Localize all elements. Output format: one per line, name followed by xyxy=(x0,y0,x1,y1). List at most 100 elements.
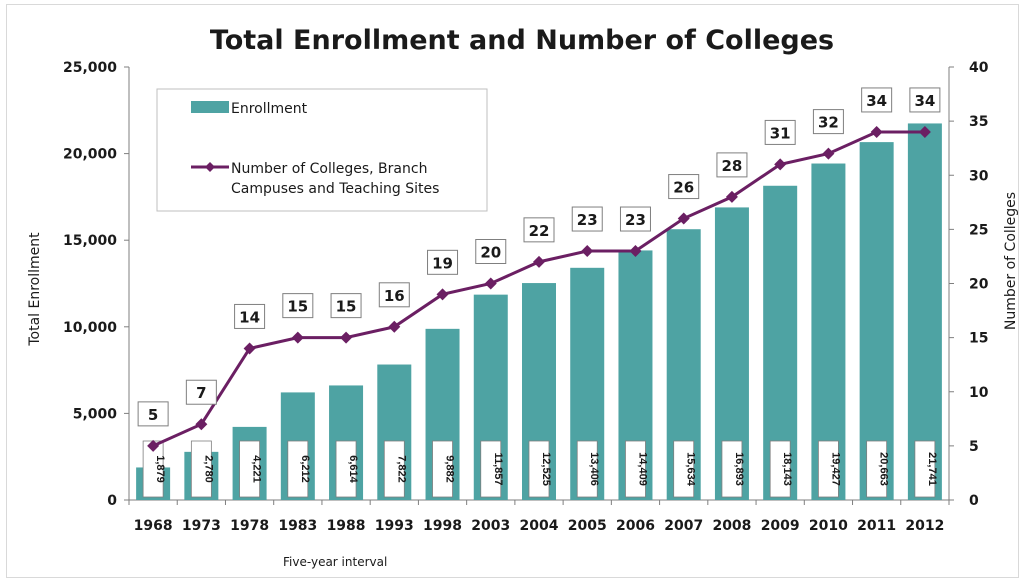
bar-value-label-box xyxy=(818,440,839,498)
bar-value-label-box xyxy=(239,440,260,498)
point-colleges xyxy=(340,331,353,344)
x-tick-label: 2007 xyxy=(664,518,703,534)
bar-value-label-box xyxy=(721,440,743,498)
point-label-box xyxy=(378,282,410,308)
bar-value-label: 13,406 xyxy=(588,452,600,486)
point-label: 19 xyxy=(432,254,453,272)
x-tick-label: 1983 xyxy=(278,518,317,534)
y-tick-label: 5,000 xyxy=(73,406,118,422)
y-axis-title: Total Enrollment xyxy=(27,232,43,347)
x-tick-label: 1973 xyxy=(182,518,221,534)
bar-value-label-box xyxy=(914,440,936,498)
point-colleges xyxy=(581,245,594,258)
point-colleges xyxy=(533,255,545,268)
point-label: 34 xyxy=(914,92,935,110)
point-colleges xyxy=(822,147,835,160)
bar-value-label: 18,143 xyxy=(781,452,793,486)
x-tick-label: 2005 xyxy=(568,518,607,534)
point-colleges xyxy=(388,320,401,333)
point-label-box xyxy=(571,206,603,232)
bar-value-label: 19,427 xyxy=(829,452,841,486)
chart: Total Enrollment and Number of Colleges … xyxy=(27,25,1019,569)
bar-value-label-box xyxy=(190,440,212,498)
bar-value-label: 16,893 xyxy=(733,452,745,486)
point-colleges xyxy=(484,277,497,290)
bar-value-label: 20,663 xyxy=(878,452,890,486)
legend-colleges-marker xyxy=(205,162,215,172)
chart-frame: Total Enrollment and Number of Colleges … xyxy=(6,4,1019,578)
x-tick-label: 1993 xyxy=(375,518,414,534)
point-label: 7 xyxy=(196,384,206,402)
point-label: 34 xyxy=(866,92,887,110)
point-colleges xyxy=(195,418,208,431)
bar-value-label-box xyxy=(576,440,598,498)
y2-tick-label: 35 xyxy=(969,114,988,130)
point-colleges xyxy=(147,439,160,452)
point-label: 5 xyxy=(148,406,158,424)
y-tick-label: 25,000 xyxy=(63,60,117,76)
point-colleges xyxy=(629,245,642,258)
point-label-box xyxy=(764,119,796,145)
bar-value-label: 6,614 xyxy=(347,455,359,483)
point-label-box xyxy=(185,379,217,405)
bar-value-label: 1,879 xyxy=(154,455,166,483)
bar-value-label-box xyxy=(432,440,453,498)
x-tick-label: 2003 xyxy=(471,518,510,534)
x-tick-label: 1988 xyxy=(327,518,366,534)
bar-value-label-box xyxy=(480,440,502,498)
bar-value-label: 9,882 xyxy=(444,455,456,483)
x-tick-label: 2010 xyxy=(809,518,848,534)
point-label: 28 xyxy=(722,157,743,175)
point-label: 23 xyxy=(625,211,646,229)
x-tick-label: 2006 xyxy=(616,518,655,534)
bar-value-label: 4,221 xyxy=(251,455,263,483)
point-colleges xyxy=(774,158,787,171)
point-label-box xyxy=(909,87,941,113)
x-tick-label: 2011 xyxy=(857,518,896,534)
point-label-box xyxy=(330,293,362,319)
bar-enrollment xyxy=(859,142,894,501)
plot-area: 0 5,000 10,000 15,000 20,000 25,000 0 5 10 15 20 25… xyxy=(63,60,989,534)
bar-value-label: 21,741 xyxy=(926,452,938,486)
point-label: 15 xyxy=(287,298,308,316)
y2-tick-label: 25 xyxy=(969,222,988,238)
point-colleges xyxy=(436,288,449,301)
bar-value-label: 14,409 xyxy=(636,452,648,486)
legend-enrollment-swatch xyxy=(191,101,229,113)
point-label: 15 xyxy=(336,298,357,316)
point-colleges xyxy=(291,331,304,344)
point-colleges xyxy=(918,125,931,138)
point-label-box xyxy=(812,109,844,135)
point-label-box xyxy=(282,293,314,319)
point-label: 32 xyxy=(818,114,839,132)
bar-value-label-box xyxy=(383,440,405,498)
y-tick-label: 15,000 xyxy=(63,233,117,249)
legend: Enrollment Number of Colleges, Branch Ca… xyxy=(156,88,488,212)
y2-tick-label: 0 xyxy=(969,493,979,509)
x-tick-label: 2012 xyxy=(905,518,944,534)
point-label: 16 xyxy=(384,287,405,305)
y-tick-label: 10,000 xyxy=(63,320,117,336)
y2-tick-label: 20 xyxy=(969,277,989,293)
point-label-box xyxy=(861,87,893,113)
point-colleges xyxy=(677,212,690,225)
y2-tick-label: 5 xyxy=(969,439,979,455)
point-label-box xyxy=(716,152,748,178)
point-label: 14 xyxy=(239,308,260,326)
bar-value-label: 7,822 xyxy=(395,455,407,483)
legend-colleges-label-line1: Number of Colleges, Branch xyxy=(231,161,427,177)
point-label: 22 xyxy=(529,222,550,240)
point-label-box xyxy=(475,239,507,264)
point-label: 23 xyxy=(577,211,598,229)
x-tick-label: 1978 xyxy=(230,518,269,534)
bar-value-label-box xyxy=(528,440,550,498)
bar-value-label-box xyxy=(287,440,309,498)
bar-value-label: 11,857 xyxy=(492,452,504,485)
bar-enrollment xyxy=(907,123,942,501)
x-tick-label: 1998 xyxy=(423,518,462,534)
point-label-box xyxy=(427,249,459,275)
point-label: 31 xyxy=(770,124,791,142)
x-tick-label: 2008 xyxy=(712,518,751,534)
bar-value-label: 12,525 xyxy=(540,452,552,486)
point-colleges xyxy=(870,125,883,138)
